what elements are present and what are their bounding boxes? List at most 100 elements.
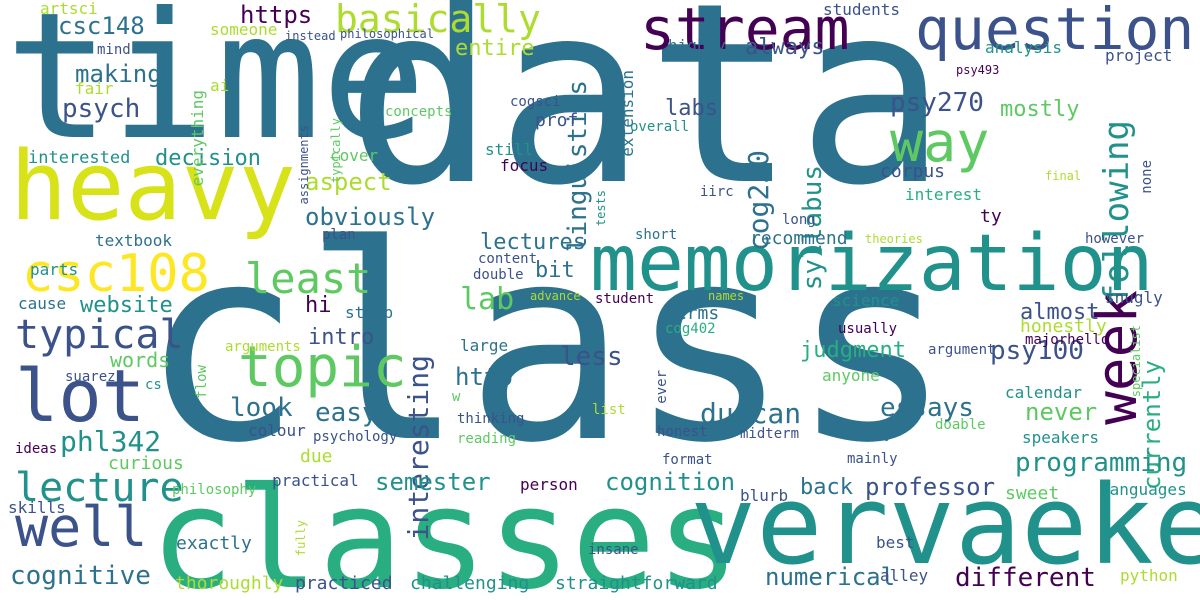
word-interest: interest [905,185,983,204]
word-practiced: practiced [295,573,393,594]
word-ai: ai [210,76,230,95]
word-website: website [80,293,173,318]
word-cognitive: cognitive [10,561,151,591]
word-plan: plan [322,227,356,243]
word-speakers: speakers [1022,428,1100,447]
word-words: words [110,348,171,372]
word-none: none [1139,160,1155,194]
word-students: students [823,0,901,19]
word-cog402: cog402 [665,321,716,337]
word-analysis: analysis [985,38,1063,57]
word-extension: extension [618,70,637,157]
word-philosophical: philosophical [340,27,434,41]
word-prof: prof [535,110,579,131]
word-psy493: psy493 [956,63,1000,77]
word-csc108: csc108 [22,244,210,304]
word-calendar: calendar [1005,383,1083,402]
word-thinking: thinking [457,411,525,427]
word-fair: fair [75,79,114,98]
word-different: different [955,563,1096,593]
word-artsci: artsci [40,0,98,18]
word-entire: entire [455,36,535,61]
word-semester: semester [375,468,491,496]
word-assignments: assignments [297,125,311,205]
word-numerical: numerical [765,563,896,591]
word-csc148: csc148 [58,12,145,40]
word-reading: reading [457,431,517,447]
word-decision: decision [155,146,261,171]
word-flow: flow [194,365,210,399]
word-phl342: phl342 [60,425,162,458]
word-curious: curious [108,453,184,474]
word-student: student [595,291,655,307]
word-hi: hi [305,293,332,318]
word-double: double [473,267,524,283]
word-typical: typical [15,312,184,358]
word-midterm: midterm [740,426,800,442]
word-final: final [1045,169,1082,183]
word-cover: cover [330,146,379,165]
word-stamp: stamp [345,303,394,322]
word-names: names [708,289,745,303]
word-focus: focus [500,156,549,175]
word-skills: skills [8,498,66,517]
word-sweet: sweet [1005,483,1060,504]
word-exactly: exactly [176,533,252,554]
word-python: python [1120,566,1178,585]
word-philosophy: philosophy [172,482,257,498]
word-list: list [592,402,626,418]
word-short: short [635,227,678,243]
word-w: w [452,389,461,405]
word-heavy: heavy [10,132,296,242]
word-way: way [890,110,990,174]
word-corpus: corpus [880,161,946,182]
word-thoroughly: thoroughly [175,573,284,594]
word-parts: parts [30,260,79,279]
word-arguments: arguments [225,339,301,355]
word-interesting: interesting [402,355,435,541]
word-overall: overall [630,119,690,135]
word-easy: easy [315,398,378,428]
word-ty: ty [980,206,1002,227]
word-following: following [1097,120,1137,305]
word-bit: bit [535,258,575,283]
word-format: format [662,452,713,468]
word-psych: psych [62,94,141,124]
word-making: making [75,60,162,88]
word-linguistics: linguistics [563,80,593,253]
word-science: science [832,291,900,310]
word-recommend: recommend [750,228,848,249]
word-textbook: textbook [95,231,173,250]
word-lectures: lectures [480,230,586,255]
word-psy270: psy270 [890,88,984,118]
word-tests: tests [594,190,608,227]
word-fully: fully [294,520,308,557]
word-less: less [560,342,623,372]
word-instead: instead [285,29,336,43]
word-labs: labs [665,96,718,121]
word-everything: everything [188,90,207,187]
word-snugly: snugly [1105,288,1163,307]
word-concepts: concepts [385,104,453,120]
word-programming: programming [1015,448,1188,478]
word-straightforward: straightforward [555,573,718,594]
word-never: never [1025,398,1098,426]
word-cause: cause [18,294,67,313]
word-well: well [15,495,148,559]
word-mostly: mostly [1000,97,1080,122]
word-intro: intro [308,325,375,350]
word-however: however [1085,231,1145,247]
word-memorization: memorization [590,219,1154,309]
word-large: large [460,336,509,355]
word-look: look [230,393,293,423]
word-stream: stream [640,0,850,63]
word-judgment: judgment [800,338,906,363]
word-mind: mind [97,42,131,58]
word-insane: insane [588,542,639,558]
word-suarez: suarez [65,369,116,385]
word-challenging: challenging [410,573,530,594]
word-practical: practical [272,471,359,490]
word-content: content [478,251,538,267]
word-always: always [745,35,825,60]
word-duncan: duncan [700,397,802,430]
